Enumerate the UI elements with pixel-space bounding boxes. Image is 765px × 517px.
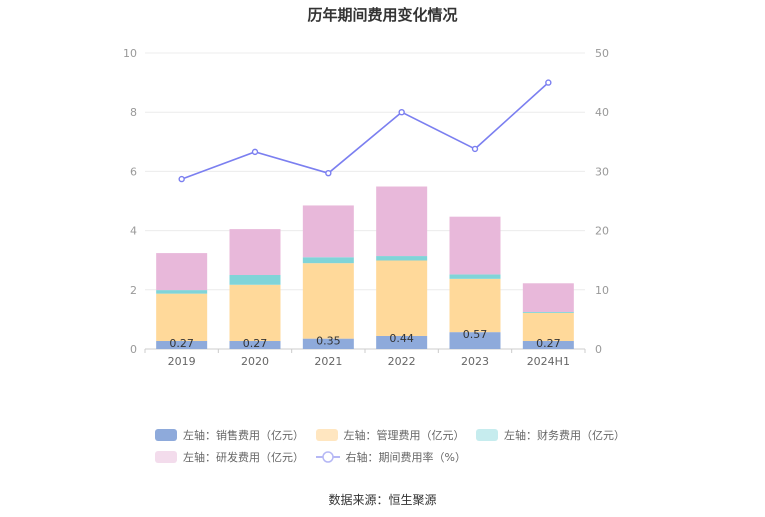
right-tick-label: 20 [595,225,609,238]
bar-value-label: 0.44 [389,332,414,345]
x-tick-label: 2022 [388,355,416,368]
rate-point [545,79,552,86]
x-axis: 2019 2020 2021 2022 2023 2024H1 [144,349,586,368]
legend-swatch-finance [476,429,498,441]
rate-point [178,175,185,183]
left-tick-label: 8 [130,106,137,119]
rate-line [178,79,552,183]
chart-canvas: 0 2 4 6 8 10 0 10 20 30 40 50 0.27 0.27 0.35 0.44 0.57… [123,47,609,368]
legend-label-sales: 左轴：销售费用（亿元） [183,429,304,442]
bar-segment [229,229,281,275]
legend-item-sales[interactable]: 左轴：销售费用（亿元） [155,424,312,446]
bar-segment [449,216,501,275]
x-tick-label: 2020 [241,355,269,368]
legend-item-rnd[interactable]: 左轴：研发费用（亿元） [155,446,312,468]
bar-segment [156,290,208,294]
legend-label-rate: 右轴：期间费用率（%） [345,451,466,464]
right-tick-label: 0 [595,343,602,356]
bar-segment [302,257,354,264]
data-source: 数据来源：恒生聚源 [328,493,437,507]
bar-segment [522,283,574,312]
stacked-bars [156,186,574,349]
bar-segment [302,205,354,258]
rate-point [325,169,332,177]
bar-segment [302,263,354,339]
bar-segment [376,260,428,336]
bar-segment [449,332,501,349]
left-tick-label: 6 [130,165,137,178]
bar-value-label: 0.27 [169,337,194,350]
bar-value-label: 0.57 [463,328,488,341]
bar-segment [229,341,281,349]
left-tick-label: 2 [130,284,137,297]
x-tick-label: 2024H1 [527,355,570,368]
bar-segment [376,186,428,257]
legend-swatch-sales [155,429,177,441]
rate-point [471,145,479,153]
legend: 左轴：销售费用（亿元） 左轴：管理费用（亿元） 左轴：财务费用（亿元） 左轴：研… [155,424,635,468]
bar-segment [522,341,574,349]
bar-value-label: 0.35 [316,335,341,348]
bar-segment [302,338,354,349]
bar-segment [156,253,208,291]
bar-segment [376,335,428,349]
left-axis: 0 2 4 6 8 10 [123,47,137,356]
bar-segment [156,341,208,349]
legend-swatch-rate [315,451,340,463]
x-tick-label: 2021 [314,355,342,368]
right-tick-label: 10 [595,284,609,297]
legend-label-admin: 左轴：管理费用（亿元） [343,429,465,442]
legend-item-admin[interactable]: 左轴：管理费用（亿元） [315,424,473,446]
bar-value-label: 0.27 [243,337,268,350]
gridlines [145,52,585,350]
legend-swatch-admin [315,429,338,441]
left-tick-label: 10 [123,47,137,60]
bar-value-label: 0.27 [536,337,561,350]
right-axis: 0 10 20 30 40 50 [595,47,609,356]
rate-point [398,108,405,116]
x-tick-label: 2019 [168,355,196,368]
chart-title: 历年期间费用变化情况 [307,6,458,24]
rate-line-path [181,82,549,180]
bar-segment [522,312,574,313]
bar-segment [449,274,501,279]
x-tick-label: 2023 [461,355,489,368]
right-tick-label: 30 [595,165,609,178]
legend-item-rate[interactable]: 右轴：期间费用率（%） [315,446,496,468]
legend-item-finance[interactable]: 左轴：财务费用（亿元） [476,424,633,446]
left-tick-label: 4 [130,225,137,238]
left-tick-label: 0 [130,343,137,356]
bar-segment [229,275,281,285]
bar-segment [156,293,208,342]
bar-labels: 0.27 0.27 0.35 0.44 0.57 0.27 [169,328,560,350]
rate-point [251,148,259,156]
right-tick-label: 50 [595,47,609,60]
legend-label-finance: 左轴：财务费用（亿元） [504,429,625,442]
bar-segment [449,278,501,333]
bar-segment [522,312,574,342]
bar-segment [229,284,281,342]
legend-label-rnd: 左轴：研发费用（亿元） [183,451,304,464]
right-tick-label: 40 [595,106,609,119]
bar-segment [376,256,428,261]
legend-swatch-rnd [155,451,177,463]
